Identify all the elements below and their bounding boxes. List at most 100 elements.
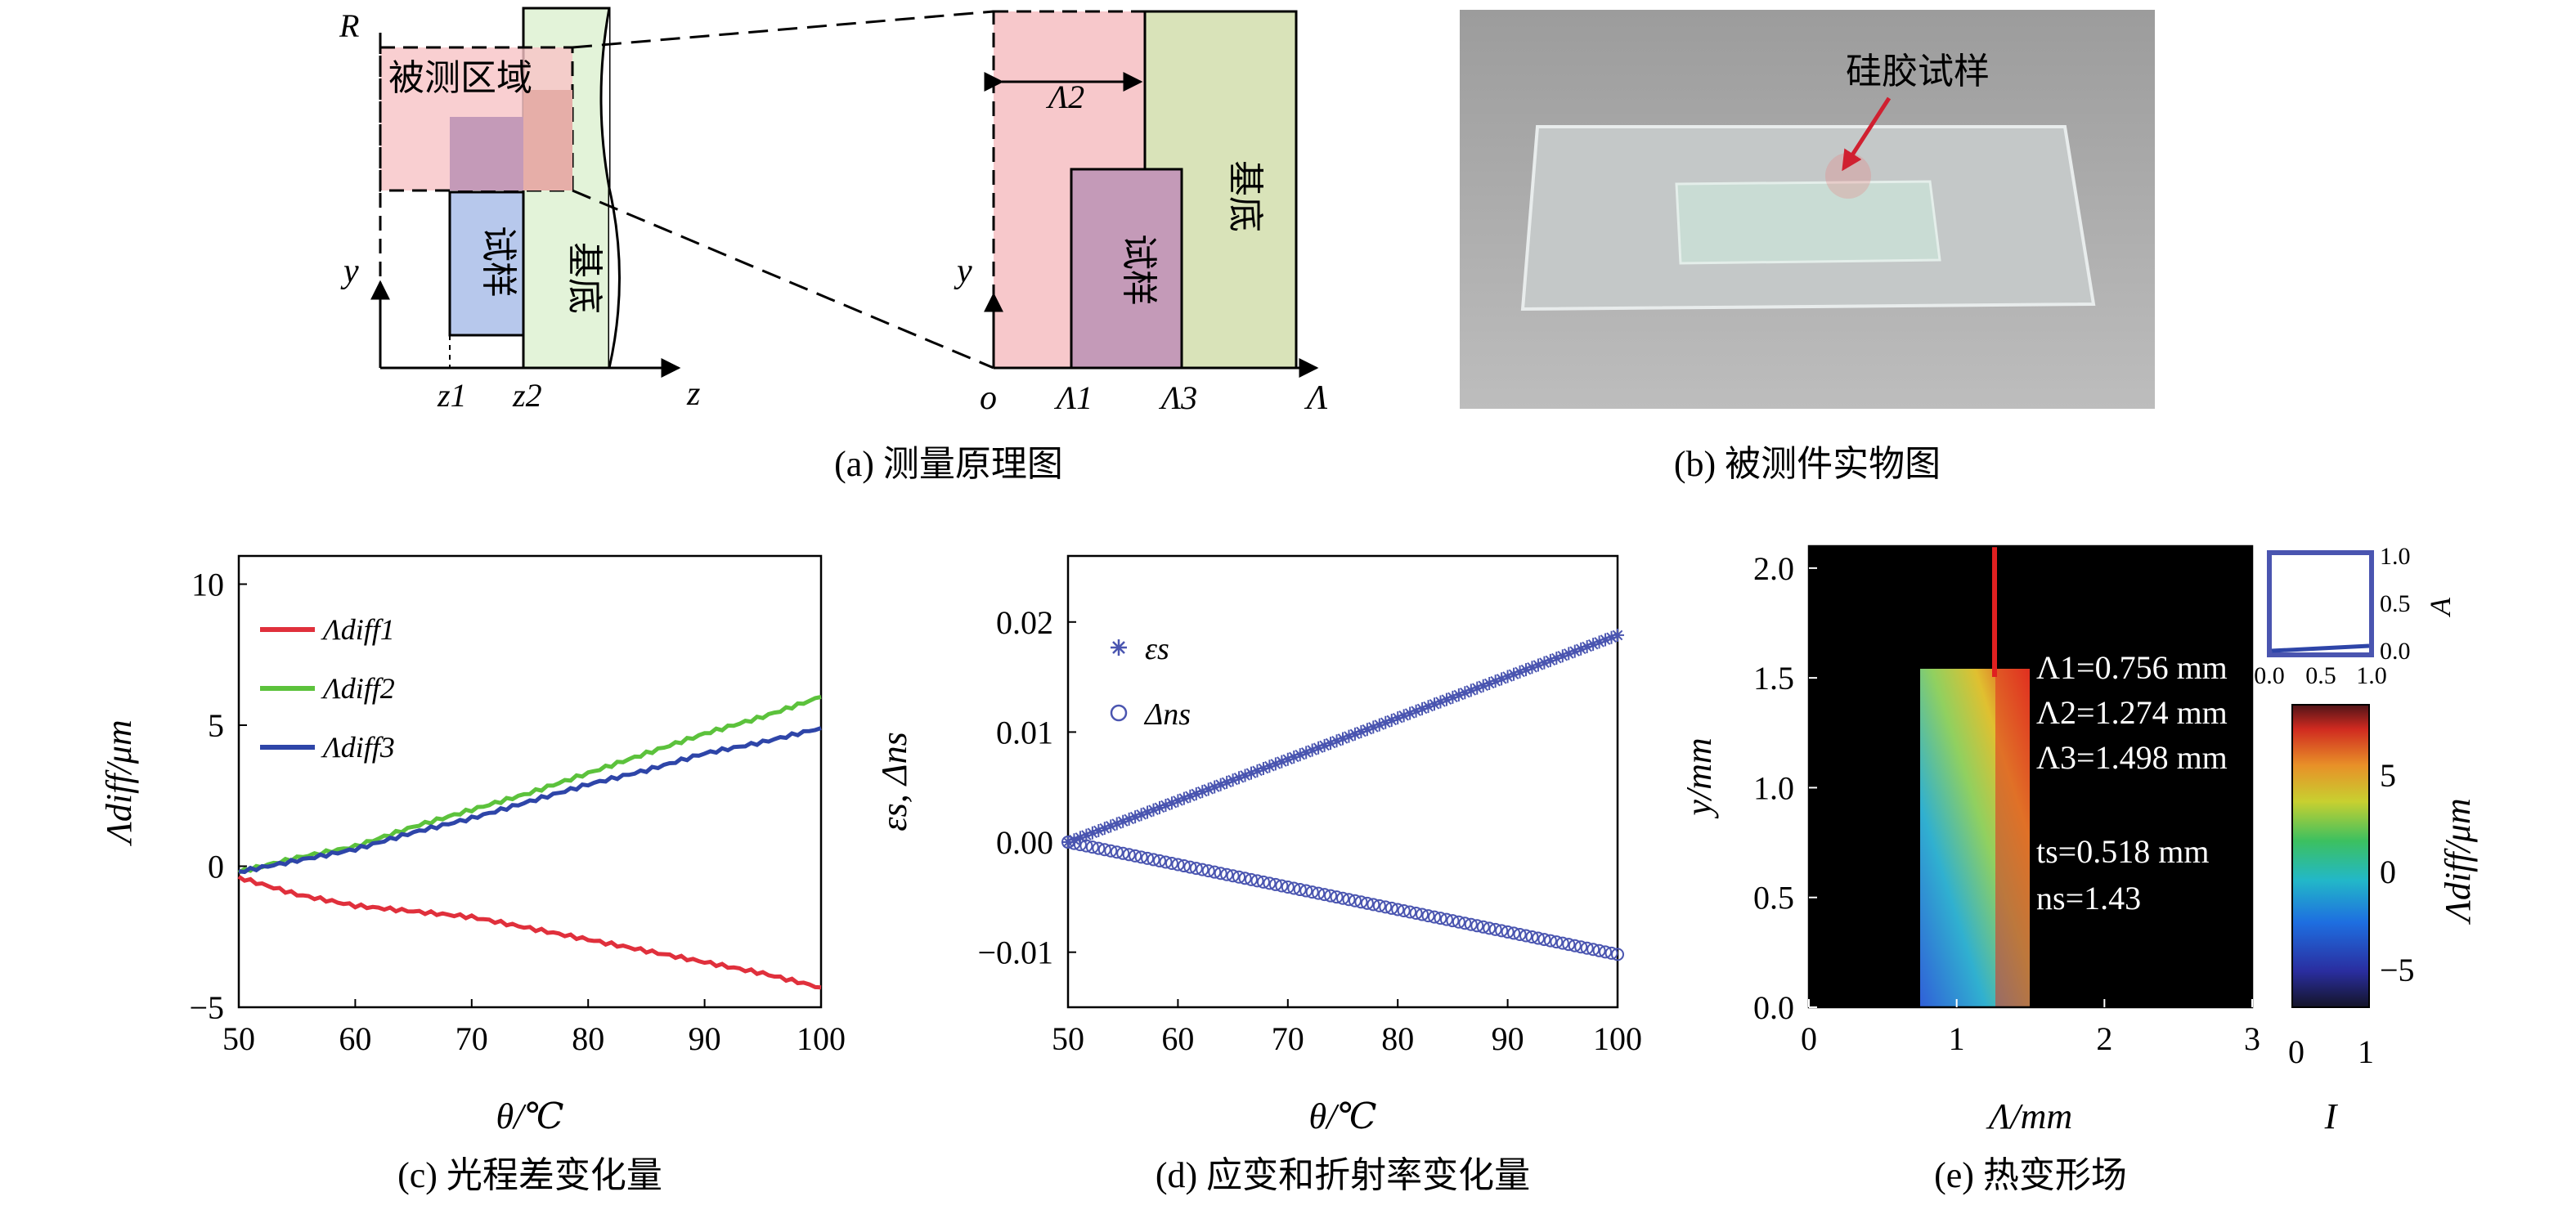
chart-d-point-eps	[1483, 676, 1497, 690]
chart-d-point-dn	[1501, 925, 1515, 939]
chart-c-xtick-label: 80	[572, 1020, 604, 1057]
chart-d-point-eps	[1458, 686, 1472, 700]
small-plot-xtick-2: 0.5	[2305, 662, 2336, 689]
chart-c-xtick-label: 60	[339, 1020, 371, 1057]
chart-c-series-line-1	[237, 875, 822, 990]
chart-d-point-eps	[1330, 734, 1344, 748]
chart-d-point-dn	[1067, 836, 1081, 850]
chart-d-point-eps	[1287, 750, 1301, 764]
chart-d-point-dn	[1342, 893, 1356, 907]
chart-d-point-eps	[1354, 725, 1368, 739]
chart-d-point-eps	[1348, 727, 1362, 741]
chart-c-xtick-label: 50	[222, 1020, 255, 1057]
chart-d-point-eps	[1342, 729, 1356, 743]
chart-d-point-dn	[1141, 851, 1155, 865]
substrate-wavy-edge	[599, 7, 621, 369]
chart-d-point-dn	[1226, 869, 1240, 883]
annotation-lambda3: Λ3=1.498 mm	[2036, 739, 2228, 776]
zoom-substrate-label: 基底	[1225, 160, 1265, 232]
chart-d-point-eps	[1470, 681, 1484, 695]
chart-d-point-dn	[1550, 935, 1564, 949]
heatmap-background	[1809, 546, 2252, 1007]
chart-d-point-dn	[1604, 946, 1618, 960]
chart-c-ytick-label: −5	[189, 989, 224, 1026]
colorbar-label: Λdiff/μm	[2438, 798, 2478, 925]
panel-b-photo: 硅胶试样	[1460, 10, 2155, 409]
chart-d-point-dn	[1452, 915, 1465, 929]
chart-d-point-dn	[1476, 920, 1490, 934]
colorbar-tick-5: 5	[2380, 757, 2396, 794]
chart-c-ytick-label: 0	[208, 849, 224, 885]
chart-d-point-dn	[1214, 867, 1227, 881]
chart-d-point-dn	[1543, 934, 1557, 948]
small-plot-ytick-3: 0.0	[2380, 638, 2411, 665]
chart-d-point-dn	[1568, 939, 1582, 952]
chart-d-point-eps	[1604, 630, 1618, 644]
chart-d-point-eps	[1104, 819, 1118, 833]
chart-d-point-dn	[1220, 867, 1234, 881]
colorbar: 5 0 −5 Λdiff/μm 0 1 I	[2288, 704, 2478, 1136]
chart-d-point-eps	[1421, 700, 1435, 714]
dimension-lambda2-label: Λ2	[1045, 78, 1084, 115]
chart-d-point-dn	[1061, 836, 1075, 849]
chart-d-point-eps	[1372, 718, 1386, 732]
chart-d-point-dn	[1354, 895, 1368, 909]
small-plot-ytick-1: 1.0	[2380, 543, 2411, 570]
chart-d-point-dn	[1196, 863, 1209, 876]
chart-d-point-eps	[1305, 743, 1319, 757]
chart-e-ytick-label: 0.0	[1753, 989, 1794, 1026]
chart-d-legend-swatch-dn	[1110, 704, 1128, 722]
chart-d-point-dn	[1525, 930, 1539, 944]
chart-d-point-eps	[1409, 704, 1423, 718]
overlap-substrate-region	[523, 90, 572, 190]
zoom-sample-label: 试样	[1119, 234, 1159, 306]
chart-c-ytick-label: 5	[208, 707, 224, 744]
chart-d-point-dn	[1147, 853, 1160, 867]
chart-d-point-eps	[1586, 638, 1600, 652]
chart-d-point-eps	[1599, 633, 1613, 647]
chart-d-point-eps	[1073, 831, 1087, 845]
small-plot-ytick-2: 0.5	[2380, 590, 2411, 617]
chart-d-point-dn	[1232, 870, 1246, 884]
tick-z1-label: z1	[437, 377, 467, 414]
chart-d-legend-label-eps: εs	[1145, 632, 1169, 666]
panel-a-left-diagram: R y z z1 z2 被测区域 试样 基底	[339, 7, 700, 414]
chart-d-frame	[1066, 554, 1619, 1009]
chart-d-point-dn	[1134, 850, 1148, 864]
chart-d-point-dn	[1379, 900, 1393, 914]
chart-d-point-dn	[1555, 936, 1569, 950]
chart-d-ytick-label: 0.01	[996, 714, 1053, 751]
chart-d-point-dn	[1177, 859, 1191, 873]
tick-lambda1-label: Λ1	[1053, 379, 1093, 416]
zoom-line-bottom	[572, 189, 994, 370]
chart-d-point-eps	[1428, 697, 1441, 711]
chart-d-point-eps	[1568, 644, 1582, 658]
chart-d-point-dn	[1189, 862, 1203, 876]
chart-d-point-dn	[1416, 908, 1429, 921]
chart-d-point-dn	[1367, 898, 1380, 912]
chart-d-point-eps	[1208, 780, 1222, 794]
chart-c-legend-label-3: Λdiff3	[321, 731, 395, 764]
chart-d-point-dn	[1446, 914, 1460, 928]
chart-d-point-eps	[1317, 738, 1331, 752]
chart-d-point-dn	[1372, 899, 1386, 912]
origin-label: o	[980, 379, 997, 417]
chart-d-point-eps	[1116, 814, 1130, 828]
small-plot-ylabel: A	[2424, 597, 2457, 617]
chart-d-point-eps	[1245, 766, 1258, 780]
caption-c: (c) 光程差变化量	[397, 1155, 662, 1195]
chart-d-point-dn	[1256, 875, 1270, 889]
chart-d-point-eps	[1397, 709, 1411, 723]
chart-d-point-dn	[1599, 945, 1613, 959]
chart-d-point-dn	[1281, 880, 1295, 894]
chart-d-point-eps	[1238, 769, 1252, 782]
chart-d-point-dn	[1293, 883, 1307, 897]
small-plot-xtick-1: 0.0	[2254, 662, 2285, 689]
chart-d-xtick-label: 50	[1052, 1020, 1084, 1057]
axis-r-label: R	[339, 7, 359, 44]
chart-d-point-eps	[1268, 757, 1282, 771]
annotation-lambda1: Λ1=0.756 mm	[2036, 649, 2228, 686]
chart-d-point-eps	[1312, 741, 1326, 755]
chart-d-point-dn	[1208, 865, 1222, 879]
